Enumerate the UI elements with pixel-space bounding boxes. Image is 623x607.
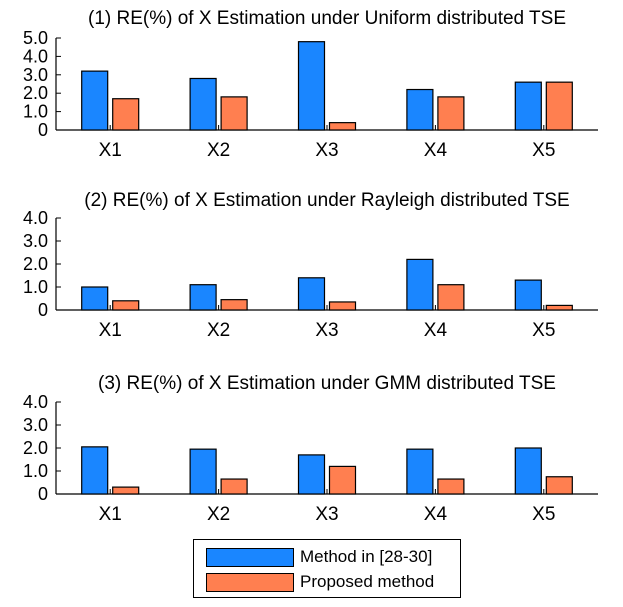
panel-3-ytick-label: 0 — [38, 484, 48, 504]
panel-1-xtick-label: X5 — [532, 140, 555, 161]
panel-2-bar-x5-proposed — [545, 304, 573, 311]
panel-1-ytick-label: 4.0 — [23, 46, 48, 66]
panel-2-xtick-label: X3 — [315, 320, 338, 341]
panel-3-ytick-label: 3.0 — [23, 415, 48, 435]
panel-2-bar-x1-method — [81, 286, 109, 311]
panel-1-title: (1) RE(%) of X Estimation under Uniform … — [88, 8, 566, 29]
panel-1-ytick-label: 0 — [38, 120, 48, 140]
panel-3-bar-x5-proposed — [545, 476, 573, 495]
panel-1-bar-x3-method — [297, 41, 326, 131]
legend-swatch-proposed — [206, 572, 294, 592]
panel-2-bar-x3-method — [297, 277, 326, 311]
panel-1-xtick-label: X2 — [207, 140, 230, 161]
panel-2-bar-x2-method — [189, 284, 217, 311]
panel-1-ytick-label: 5.0 — [23, 28, 48, 48]
panel-3-bar-x1-proposed — [112, 486, 140, 495]
panel-1-ytick-label: 2.0 — [23, 83, 48, 103]
panel-3-bar-x4-method — [406, 448, 434, 495]
panel-3-bar-x2-method — [189, 448, 217, 495]
panel-2-ytick-label: 3.0 — [23, 231, 48, 251]
panel-1-bar-x2-method — [189, 77, 217, 131]
panel-2-ytick-label: 1.0 — [23, 277, 48, 297]
panel-3-bar-x3-proposed — [328, 465, 357, 495]
legend-label-proposed: Proposed method — [300, 572, 435, 591]
legend-swatch-method — [206, 547, 294, 567]
panel-1-xtick-label: X3 — [315, 140, 338, 161]
panel-3-bar-x4-proposed — [437, 478, 465, 495]
legend-entry-method: Method in [28-30] — [206, 546, 432, 568]
legend-entry-proposed: Proposed method — [206, 571, 434, 593]
legend: Method in [28-30] Proposed method — [193, 539, 461, 598]
panel-3-bar-x5-method — [514, 447, 542, 495]
panel-1-bar-x4-proposed — [437, 96, 465, 131]
panel-2-xtick-label: X2 — [207, 320, 230, 341]
panel-2-title: (2) RE(%) of X Estimation under Rayleigh… — [84, 190, 569, 211]
panel-2-xtick-label: X5 — [532, 320, 555, 341]
legend-label-method: Method in [28-30] — [300, 547, 433, 566]
panel-3-xtick-label: X1 — [99, 504, 122, 525]
panel-3-xtick-label: X5 — [532, 504, 555, 525]
panel-2-ytick-label: 2.0 — [23, 254, 48, 274]
panel-2-bar-x1-proposed — [112, 300, 140, 311]
panel-1-ytick-label: 3.0 — [23, 65, 48, 85]
panel-3-xtick-label: X4 — [424, 504, 448, 525]
panel-3-title: (3) RE(%) of X Estimation under GMM dist… — [98, 373, 556, 394]
panel-2-xtick-label: X1 — [99, 320, 122, 341]
panel-2-xtick-label: X4 — [424, 320, 448, 341]
panel-2-bar-x5-method — [514, 279, 542, 311]
panel-2-ytick-label: 4.0 — [23, 208, 48, 228]
panel-1-bar-x4-method — [406, 88, 434, 131]
panel-2-bar-x2-proposed — [220, 299, 248, 311]
panel-1-bar-x1-method — [81, 70, 109, 131]
panel-1-bar-x5-method — [514, 81, 542, 131]
panel-3-bar-x1-method — [81, 446, 109, 495]
panel-1-xtick-label: X4 — [424, 140, 448, 161]
panel-1-bar-x2-proposed — [220, 96, 248, 131]
panel-1-bar-x3-proposed — [328, 122, 357, 131]
panel-3-xtick-label: X3 — [315, 504, 338, 525]
panel-2-bar-x4-method — [406, 258, 434, 311]
panel-3-xtick-label: X2 — [207, 504, 230, 525]
panel-3-ytick-label: 2.0 — [23, 438, 48, 458]
panel-3-bar-x3-method — [297, 454, 326, 495]
panel-1-bar-x5-proposed — [545, 81, 573, 131]
panel-1-xtick-label: X1 — [99, 140, 122, 161]
panel-1-ytick-label: 1.0 — [23, 102, 48, 122]
panel-2-bar-x3-proposed — [328, 301, 357, 311]
panel-2-ytick-label: 0 — [38, 300, 48, 320]
panel-1-bar-x1-proposed — [112, 98, 140, 131]
panel-3-ytick-label: 4.0 — [23, 392, 48, 412]
panel-2-bar-x4-proposed — [437, 284, 465, 311]
panel-3-bar-x2-proposed — [220, 478, 248, 495]
panel-3-ytick-label: 1.0 — [23, 461, 48, 481]
